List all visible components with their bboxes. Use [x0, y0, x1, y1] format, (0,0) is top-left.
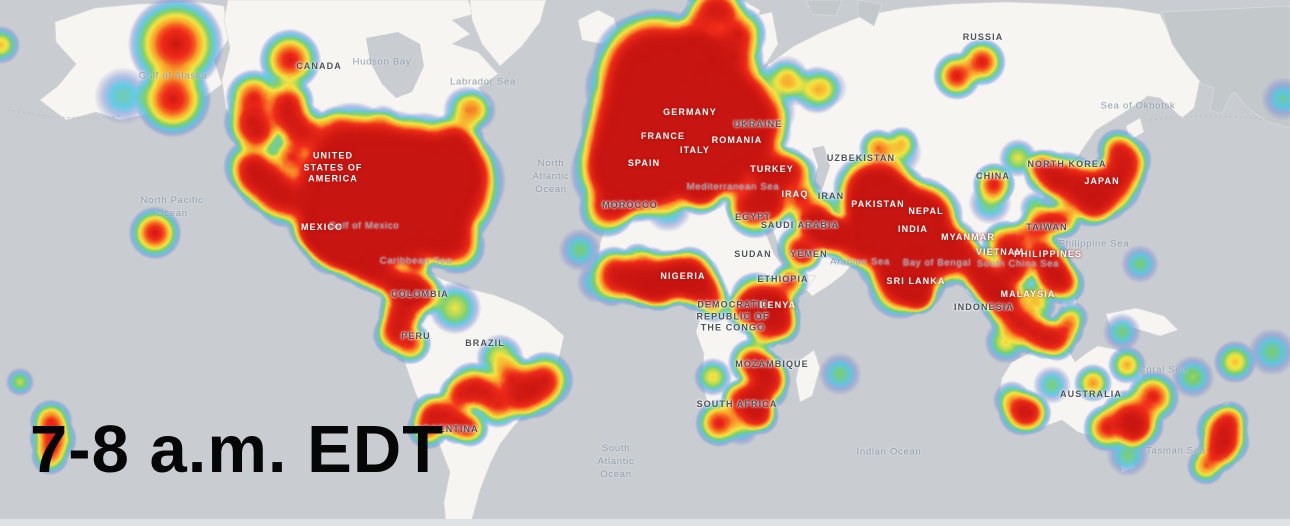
map-edge-strip — [0, 519, 1290, 526]
time-range-title: 7-8 a.m. EDT — [30, 412, 445, 487]
